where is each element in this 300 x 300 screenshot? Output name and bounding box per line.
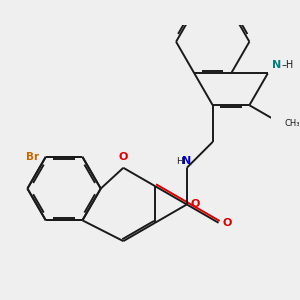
Text: CH₃: CH₃ bbox=[285, 119, 300, 128]
Text: O: O bbox=[118, 152, 128, 162]
Text: Br: Br bbox=[26, 152, 39, 162]
Text: O: O bbox=[222, 218, 232, 228]
Text: –H: –H bbox=[281, 60, 293, 70]
Text: N: N bbox=[182, 156, 191, 166]
Text: N: N bbox=[272, 60, 281, 70]
Text: H: H bbox=[176, 157, 183, 166]
Text: O: O bbox=[191, 200, 200, 209]
